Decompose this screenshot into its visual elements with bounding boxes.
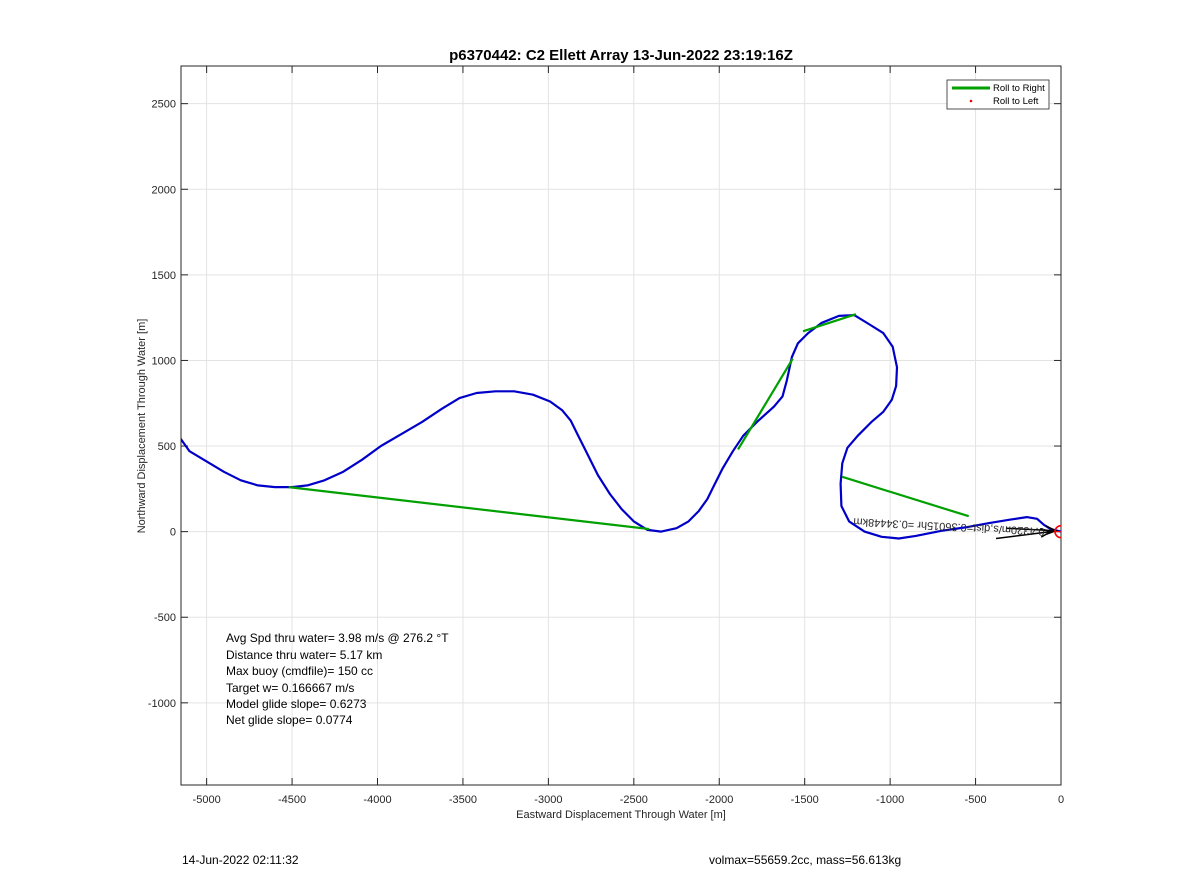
y-tick-label: 2500 [152,99,176,111]
y-tick-label: -1000 [148,698,176,710]
stat-model-glide-slope: Model glide slope= 0.6273 [226,697,367,711]
axes-box [180,65,1062,786]
y-tick-label: 1000 [152,355,176,367]
legend: Roll to Right Roll to Left [946,79,1050,110]
x-axis-label: Eastward Displacement Through Water [m] [516,809,726,821]
y-tick-label: 1500 [152,270,176,282]
y-tick-label: 2000 [152,184,176,196]
legend-label-roll-right: Roll to Right [993,83,1045,94]
stat-distance: Distance thru water= 5.17 km [226,648,382,662]
x-tick-label: -3000 [534,794,562,806]
annotation-arrowhead [1039,527,1053,538]
x-tick-label: -2000 [705,794,733,806]
x-tick-label: 0 [1058,794,1064,806]
y-axis-label: Northward Displacement Through Water [m] [136,319,148,534]
y-tick-label: 500 [158,441,176,453]
y-tick-label: 0 [170,527,176,539]
x-tick-label: -1500 [791,794,819,806]
legend-box [946,79,1050,110]
annotation-arrow [995,530,1051,540]
x-tick-labels: -5000 -4500 -4000 -3500 -3000 -2500 -2000 -1500… [193,794,1065,806]
stat-net-glide-slope: Net glide slope= 0.0774 [226,713,353,727]
roll-right-segment [802,313,857,333]
stat-target-w: Target w= 0.166667 m/s [226,681,354,695]
x-tick-label: -3500 [449,794,477,806]
stat-max-buoy: Max buoy (cmdfile)= 150 cc [226,664,373,678]
roll-right-segment [288,486,650,531]
chart-title: p6370442: C2 Ellett Array 13-Jun-2022 23… [449,47,793,64]
y-tick-label: -500 [154,612,176,624]
stats-block: Avg Spd thru water= 3.98 m/s @ 276.2 °T … [226,631,449,727]
y-tick-labels: -1000 -500 0 500 1000 1500 2000 2500 [148,99,176,710]
footer-vol-mass: volmax=55659.2cc, mass=56.613kg [709,853,902,867]
x-tick-label: -2500 [620,794,648,806]
data-layer: 0.4320m/s,dist=0.36015hr =0.34448km [181,313,1061,540]
legend-swatch-roll-left [969,99,973,103]
legend-label-roll-left: Roll to Left [993,96,1039,107]
stat-avg-speed: Avg Spd thru water= 3.98 m/s @ 276.2 °T [226,631,449,645]
x-tick-label: -5000 [193,794,221,806]
x-tick-label: -4000 [363,794,391,806]
x-tick-label: -1000 [876,794,904,806]
roll-right-segment [841,475,970,518]
x-tick-label: -4500 [278,794,306,806]
tick-marks [181,66,1062,785]
footer-timestamp: 14-Jun-2022 02:11:32 [182,853,299,867]
x-tick-label: -500 [965,794,987,806]
track-line [181,314,1061,540]
roll-right-segment [737,358,794,451]
